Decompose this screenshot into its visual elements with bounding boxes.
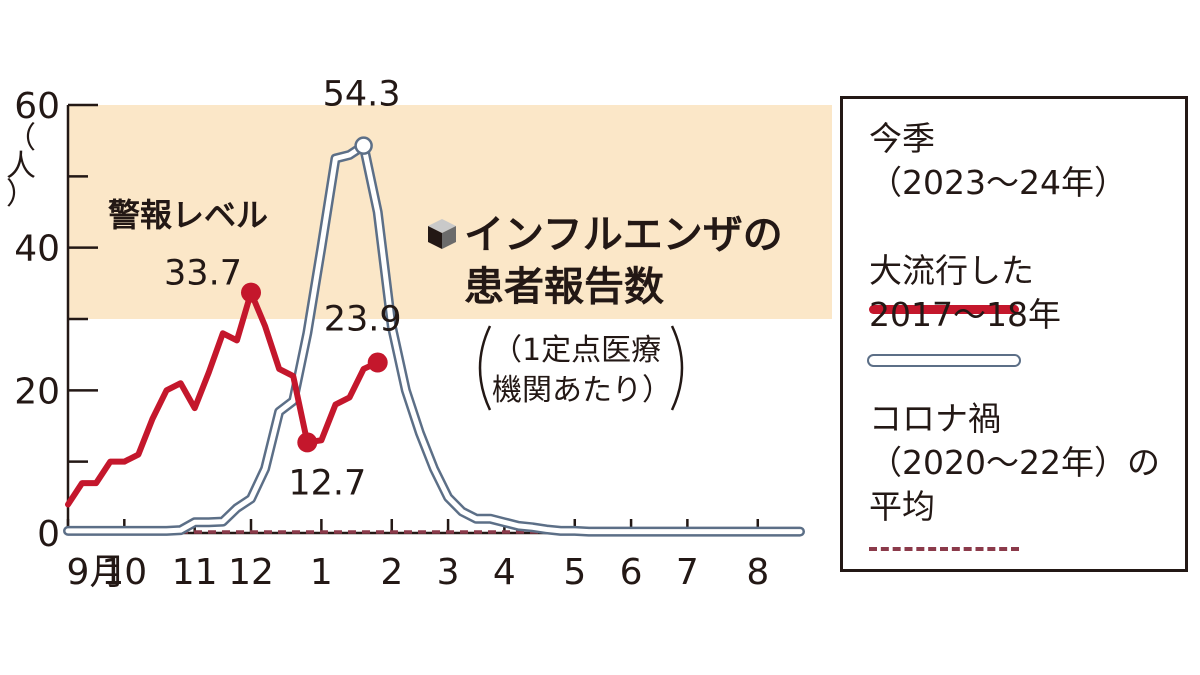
series-2017-epidemic-marker — [354, 136, 373, 155]
x-tick-label: 5 — [563, 552, 586, 593]
y-tick-label: 40 — [14, 229, 60, 270]
title-block: インフルエンザの患者報告数 （1定点医療機関あたり） — [428, 212, 783, 411]
series-layer — [63, 140, 805, 537]
alert-level-label: 警報レベル — [108, 196, 268, 234]
legend-swatch-current-season — [869, 305, 1019, 314]
series-current-season-marker — [241, 282, 261, 303]
y-tick-label: 20 — [14, 371, 60, 412]
x-tick-label: 11 — [172, 552, 218, 593]
x-tick-label: 4 — [493, 552, 516, 593]
data-labels: 33.7 12.7 23.9 54.3 — [164, 75, 402, 504]
data-label: 33.7 — [164, 254, 242, 294]
legend-label-2017-epidemic: 大流行した 2017～18年 — [869, 251, 1061, 334]
x-tick-label: 10 — [101, 552, 147, 593]
x-tick-label: 3 — [437, 552, 460, 593]
legend-swatch-2017-epidemic — [867, 354, 1021, 367]
data-label: 23.9 — [324, 300, 402, 340]
chart-subtitle: （1定点医療機関あたり） — [492, 333, 672, 408]
legend-swatch-covid-average — [869, 547, 1019, 551]
subtitle-bracket-right — [670, 325, 684, 411]
cube-icon — [428, 219, 456, 249]
y-axis: 0 20 40 60 — [14, 86, 98, 555]
x-tick-label: 9月 — [67, 552, 126, 593]
data-label: 54.3 — [323, 75, 401, 115]
chart-title: インフルエンザの患者報告数 — [464, 212, 783, 310]
series-2017-epidemic-line — [65, 143, 803, 535]
series-current-season-marker — [367, 352, 388, 373]
x-tick-label: 7 — [676, 552, 699, 593]
series-current-season-line — [65, 289, 381, 508]
alert-band — [68, 105, 832, 319]
series-current-season-marker — [297, 432, 318, 453]
subtitle-bracket-left — [478, 325, 492, 411]
legend-label-current-season: 今季 （2023～24年） — [869, 119, 1127, 202]
x-tick-label: 2 — [380, 552, 403, 593]
y-tick-label: 60 — [14, 86, 60, 127]
x-tick-label: 8 — [746, 552, 769, 593]
y-unit-label: （人） — [6, 121, 36, 212]
legend-label-covid-average: コロナ禍 （2020～22年）の 平均 — [869, 399, 1160, 526]
legend: 今季 （2023～24年） 大流行した 2017～18年 コロナ禍 （2020～… — [840, 96, 1188, 572]
y-tick-label: 0 — [37, 514, 60, 555]
x-tick-label: 1 — [310, 552, 333, 593]
data-label: 12.7 — [288, 463, 366, 503]
x-tick-label: 6 — [620, 552, 643, 593]
x-tick-label: 12 — [228, 552, 274, 593]
